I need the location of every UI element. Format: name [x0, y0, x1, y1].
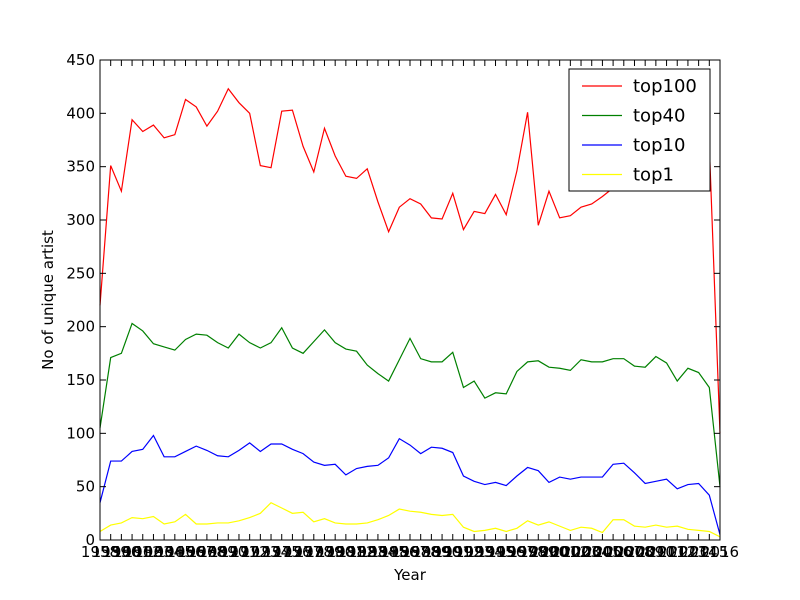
x-tick-label: 1963 — [134, 543, 172, 561]
y-tick-label: 400 — [66, 104, 95, 122]
series-line-top40 — [99, 322, 721, 487]
x-tick-label: 1998 — [508, 543, 546, 561]
x-tick-label: 2010 — [637, 543, 675, 561]
plot-frame — [99, 59, 721, 541]
y-tick-label: 450 — [66, 51, 95, 69]
x-tick-label: 1988 — [402, 543, 440, 561]
legend-label-top40: top40 — [633, 106, 685, 127]
x-tick-label: 1973 — [241, 543, 279, 561]
x-tick-label: 1991 — [434, 543, 472, 561]
series-line-top10 — [99, 434, 721, 535]
x-tick-label: 1995 — [476, 543, 514, 561]
x-tick-label: 2015 — [690, 543, 728, 561]
x-tick-label: 1990 — [423, 543, 461, 561]
x-tick-label: 1992 — [444, 543, 482, 561]
x-tick-label: 1964 — [145, 543, 183, 561]
x-tick-label: 1999 — [519, 543, 557, 561]
x-tick-label: 1987 — [391, 543, 429, 561]
x-tick-label: 1981 — [327, 543, 365, 561]
x-tick-label: 2001 — [541, 543, 579, 561]
y-tick-label: 200 — [66, 318, 95, 336]
x-tick-label: 1965 — [156, 543, 194, 561]
legend-label-top10: top10 — [633, 135, 685, 156]
legend-label-top100: top100 — [633, 76, 697, 97]
x-tick-label: 2002 — [551, 543, 589, 561]
x-tick-label: 2011 — [647, 543, 685, 561]
y-tick-label: 250 — [66, 264, 95, 282]
x-tick-label: 2004 — [573, 543, 611, 561]
x-tick-label: 1982 — [337, 543, 375, 561]
x-tick-label: 1983 — [348, 543, 386, 561]
x-tick-label: 1960 — [102, 543, 140, 561]
x-tick-label: 1972 — [231, 543, 269, 561]
x-tick-label: 1980 — [316, 543, 354, 561]
series-line-top1 — [99, 501, 721, 538]
legend: top100 top40 top10 top1 — [568, 68, 711, 192]
x-tick-label: 1997 — [498, 543, 536, 561]
x-tick-label: 2013 — [669, 543, 707, 561]
x-axis-label: Year — [393, 566, 427, 584]
x-tick-label: 2008 — [615, 543, 653, 561]
x-tick-label: 1962 — [124, 543, 162, 561]
x-tick-label: 1969 — [198, 543, 236, 561]
x-tick-label: 1968 — [188, 543, 226, 561]
x-tick-label: 1959 — [92, 543, 130, 561]
y-tick-label: 0 — [85, 531, 95, 549]
x-tick-label: 2000 — [530, 543, 568, 561]
x-ticks: 1958195919601961196219631964196519661967… — [81, 60, 739, 561]
x-tick-label: 1958 — [81, 543, 119, 561]
x-tick-label: 1986 — [380, 543, 418, 561]
x-tick-label: 1978 — [295, 543, 333, 561]
x-tick-label: 1971 — [220, 543, 258, 561]
x-tick-label: 2003 — [562, 543, 600, 561]
y-tick-label: 300 — [66, 211, 95, 229]
legend-box — [568, 68, 711, 192]
x-tick-label: 1989 — [412, 543, 450, 561]
x-tick-label: 1970 — [209, 543, 247, 561]
x-tick-label: 1993 — [455, 543, 493, 561]
y-tick-label: 150 — [66, 371, 95, 389]
y-tick-label: 100 — [66, 424, 95, 442]
x-tick-label: 1966 — [166, 543, 204, 561]
x-tick-label: 1976 — [273, 543, 311, 561]
x-tick-label: 2012 — [658, 543, 696, 561]
y-tick-label: 350 — [66, 158, 95, 176]
x-tick-label: 2009 — [626, 543, 664, 561]
x-tick-label: 2006 — [594, 543, 632, 561]
x-tick-label: 1977 — [284, 543, 322, 561]
x-tick-label: 1979 — [305, 543, 343, 561]
legend-label-top1: top1 — [633, 165, 674, 186]
y-axis-label: No of unique artist — [39, 230, 57, 370]
x-tick-label: 1967 — [177, 543, 215, 561]
x-tick-label: 1975 — [263, 543, 301, 561]
x-tick-label: 1996 — [487, 543, 525, 561]
x-tick-label: 2014 — [680, 543, 718, 561]
x-tick-label: 1961 — [113, 543, 151, 561]
x-tick-label: 2007 — [605, 543, 643, 561]
x-tick-label: 2005 — [583, 543, 621, 561]
x-tick-label: 1994 — [466, 543, 504, 561]
x-tick-label: 1985 — [370, 543, 408, 561]
x-tick-label: 2016 — [701, 543, 739, 561]
x-tick-label: 1984 — [359, 543, 397, 561]
x-tick-label: 1974 — [252, 543, 290, 561]
y-tick-label: 50 — [76, 478, 95, 496]
y-ticks: 0 50 100 150 200 250 300 350 400 450 — [66, 51, 720, 549]
